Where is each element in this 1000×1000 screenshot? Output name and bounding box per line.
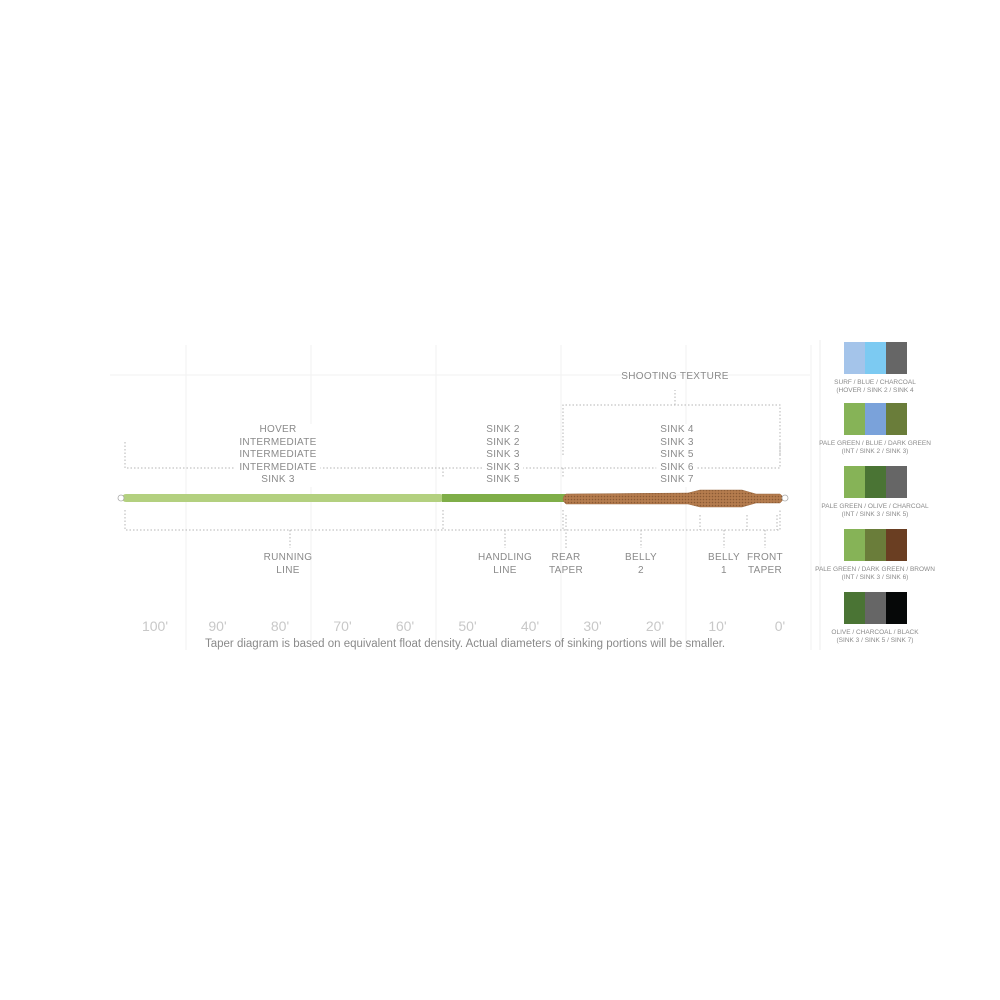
density: SINK 6: [660, 461, 694, 473]
swatch-color: [865, 529, 886, 561]
axis-tick-label: 10': [708, 618, 727, 634]
swatch-color: [886, 342, 907, 374]
section-running-line: RUNNING LINE: [263, 552, 313, 576]
top-bracket: [124, 442, 781, 469]
density: INTERMEDIATE: [239, 436, 317, 448]
swatch-color: [844, 403, 865, 435]
color-swatch[interactable]: [844, 466, 907, 498]
axis-tick-label: 80': [270, 618, 290, 634]
axis-tick-label: 90': [208, 618, 227, 634]
section-belly-1: BELLY 1: [708, 552, 740, 576]
swatch-color: [844, 529, 865, 561]
density: SINK 7: [660, 474, 694, 485]
color-swatch[interactable]: [844, 592, 907, 624]
handling-densities: SINK 2 SINK 2 SINK 3 SINK 3 SINK 5: [482, 424, 524, 487]
running-line-segment: [122, 494, 444, 502]
running-densities: HOVER INTERMEDIATE INTERMEDIATE INTERMED…: [235, 424, 321, 487]
density: SINK 5: [660, 449, 694, 460]
swatch-color: [865, 592, 886, 624]
axis-tick-label: 100': [141, 618, 169, 634]
swatch-color: [844, 592, 865, 624]
density: INTERMEDIATE: [239, 449, 317, 460]
section-leaders: [289, 515, 766, 548]
color-swatch[interactable]: [844, 403, 907, 435]
footnote: Taper diagram is based on equivalent flo…: [205, 638, 726, 650]
swatch-color: [844, 342, 865, 374]
axis-tick-label: 40': [520, 618, 540, 634]
axis-tick-label: 60': [395, 618, 415, 634]
section-rear-taper: REAR TAPER: [548, 552, 584, 576]
density: HOVER: [259, 424, 297, 435]
swatch-color: [844, 466, 865, 498]
color-swatch[interactable]: [844, 529, 907, 561]
swatch-color: [886, 403, 907, 435]
density: SINK 4: [660, 424, 694, 435]
swatch-color: [886, 466, 907, 498]
top-bracket-dividers: [442, 468, 564, 478]
swatch-color: [886, 592, 907, 624]
density: SINK 5: [486, 474, 520, 485]
swatch-label: PALE GREEN / OLIVE / CHARCOAL (INT / SINK…: [821, 503, 929, 518]
density: SINK 3: [261, 474, 295, 485]
bottom-bracket: [124, 510, 781, 531]
density: SINK 3: [486, 461, 520, 473]
density: SINK 3: [660, 436, 694, 448]
swatch-label: PALE GREEN / DARK GREEN / BROWN (INT / SI…: [815, 566, 935, 581]
shooting-bracket: [562, 390, 781, 455]
shooting-texture-label: SHOOTING TEXTURE: [621, 371, 729, 382]
rear-loop-icon: [117, 494, 125, 502]
axis-tick-label: 50': [458, 618, 477, 634]
axis-tick-label: 30': [583, 618, 602, 634]
axis-tick-label: 70': [333, 618, 352, 634]
density: INTERMEDIATE: [239, 461, 317, 473]
swatch-color: [886, 529, 907, 561]
section-belly-2: BELLY 2: [625, 552, 657, 576]
swatch-label: SURF / BLUE / CHARCOAL (HOVER / SINK 2 / …: [834, 379, 916, 394]
axis-tick-label: 0': [774, 618, 786, 634]
swatch-label: PALE GREEN / BLUE / DARK GREEN (INT / SIN…: [819, 440, 931, 455]
swatch-label: OLIVE / CHARCOAL / BLACK (SINK 3 / SINK 5…: [831, 629, 919, 644]
density: SINK 3: [486, 449, 520, 460]
swatch-color: [865, 403, 886, 435]
front-loop-icon: [781, 494, 789, 502]
axis-tick-label: 20': [645, 618, 665, 634]
section-front-taper: FRONT TAPER: [747, 552, 783, 576]
section-handling-line: HANDLING LINE: [477, 552, 533, 576]
swatch-color: [865, 342, 886, 374]
swatch-color: [865, 466, 886, 498]
handling-line-segment: [442, 494, 566, 502]
density: SINK 2: [486, 436, 520, 448]
brackets: [124, 390, 781, 548]
head-segment: [562, 489, 784, 508]
head-densities: SINK 4 SINK 3 SINK 5 SINK 6 SINK 7: [656, 424, 698, 487]
color-swatch[interactable]: [844, 342, 907, 374]
density: SINK 2: [486, 424, 520, 435]
